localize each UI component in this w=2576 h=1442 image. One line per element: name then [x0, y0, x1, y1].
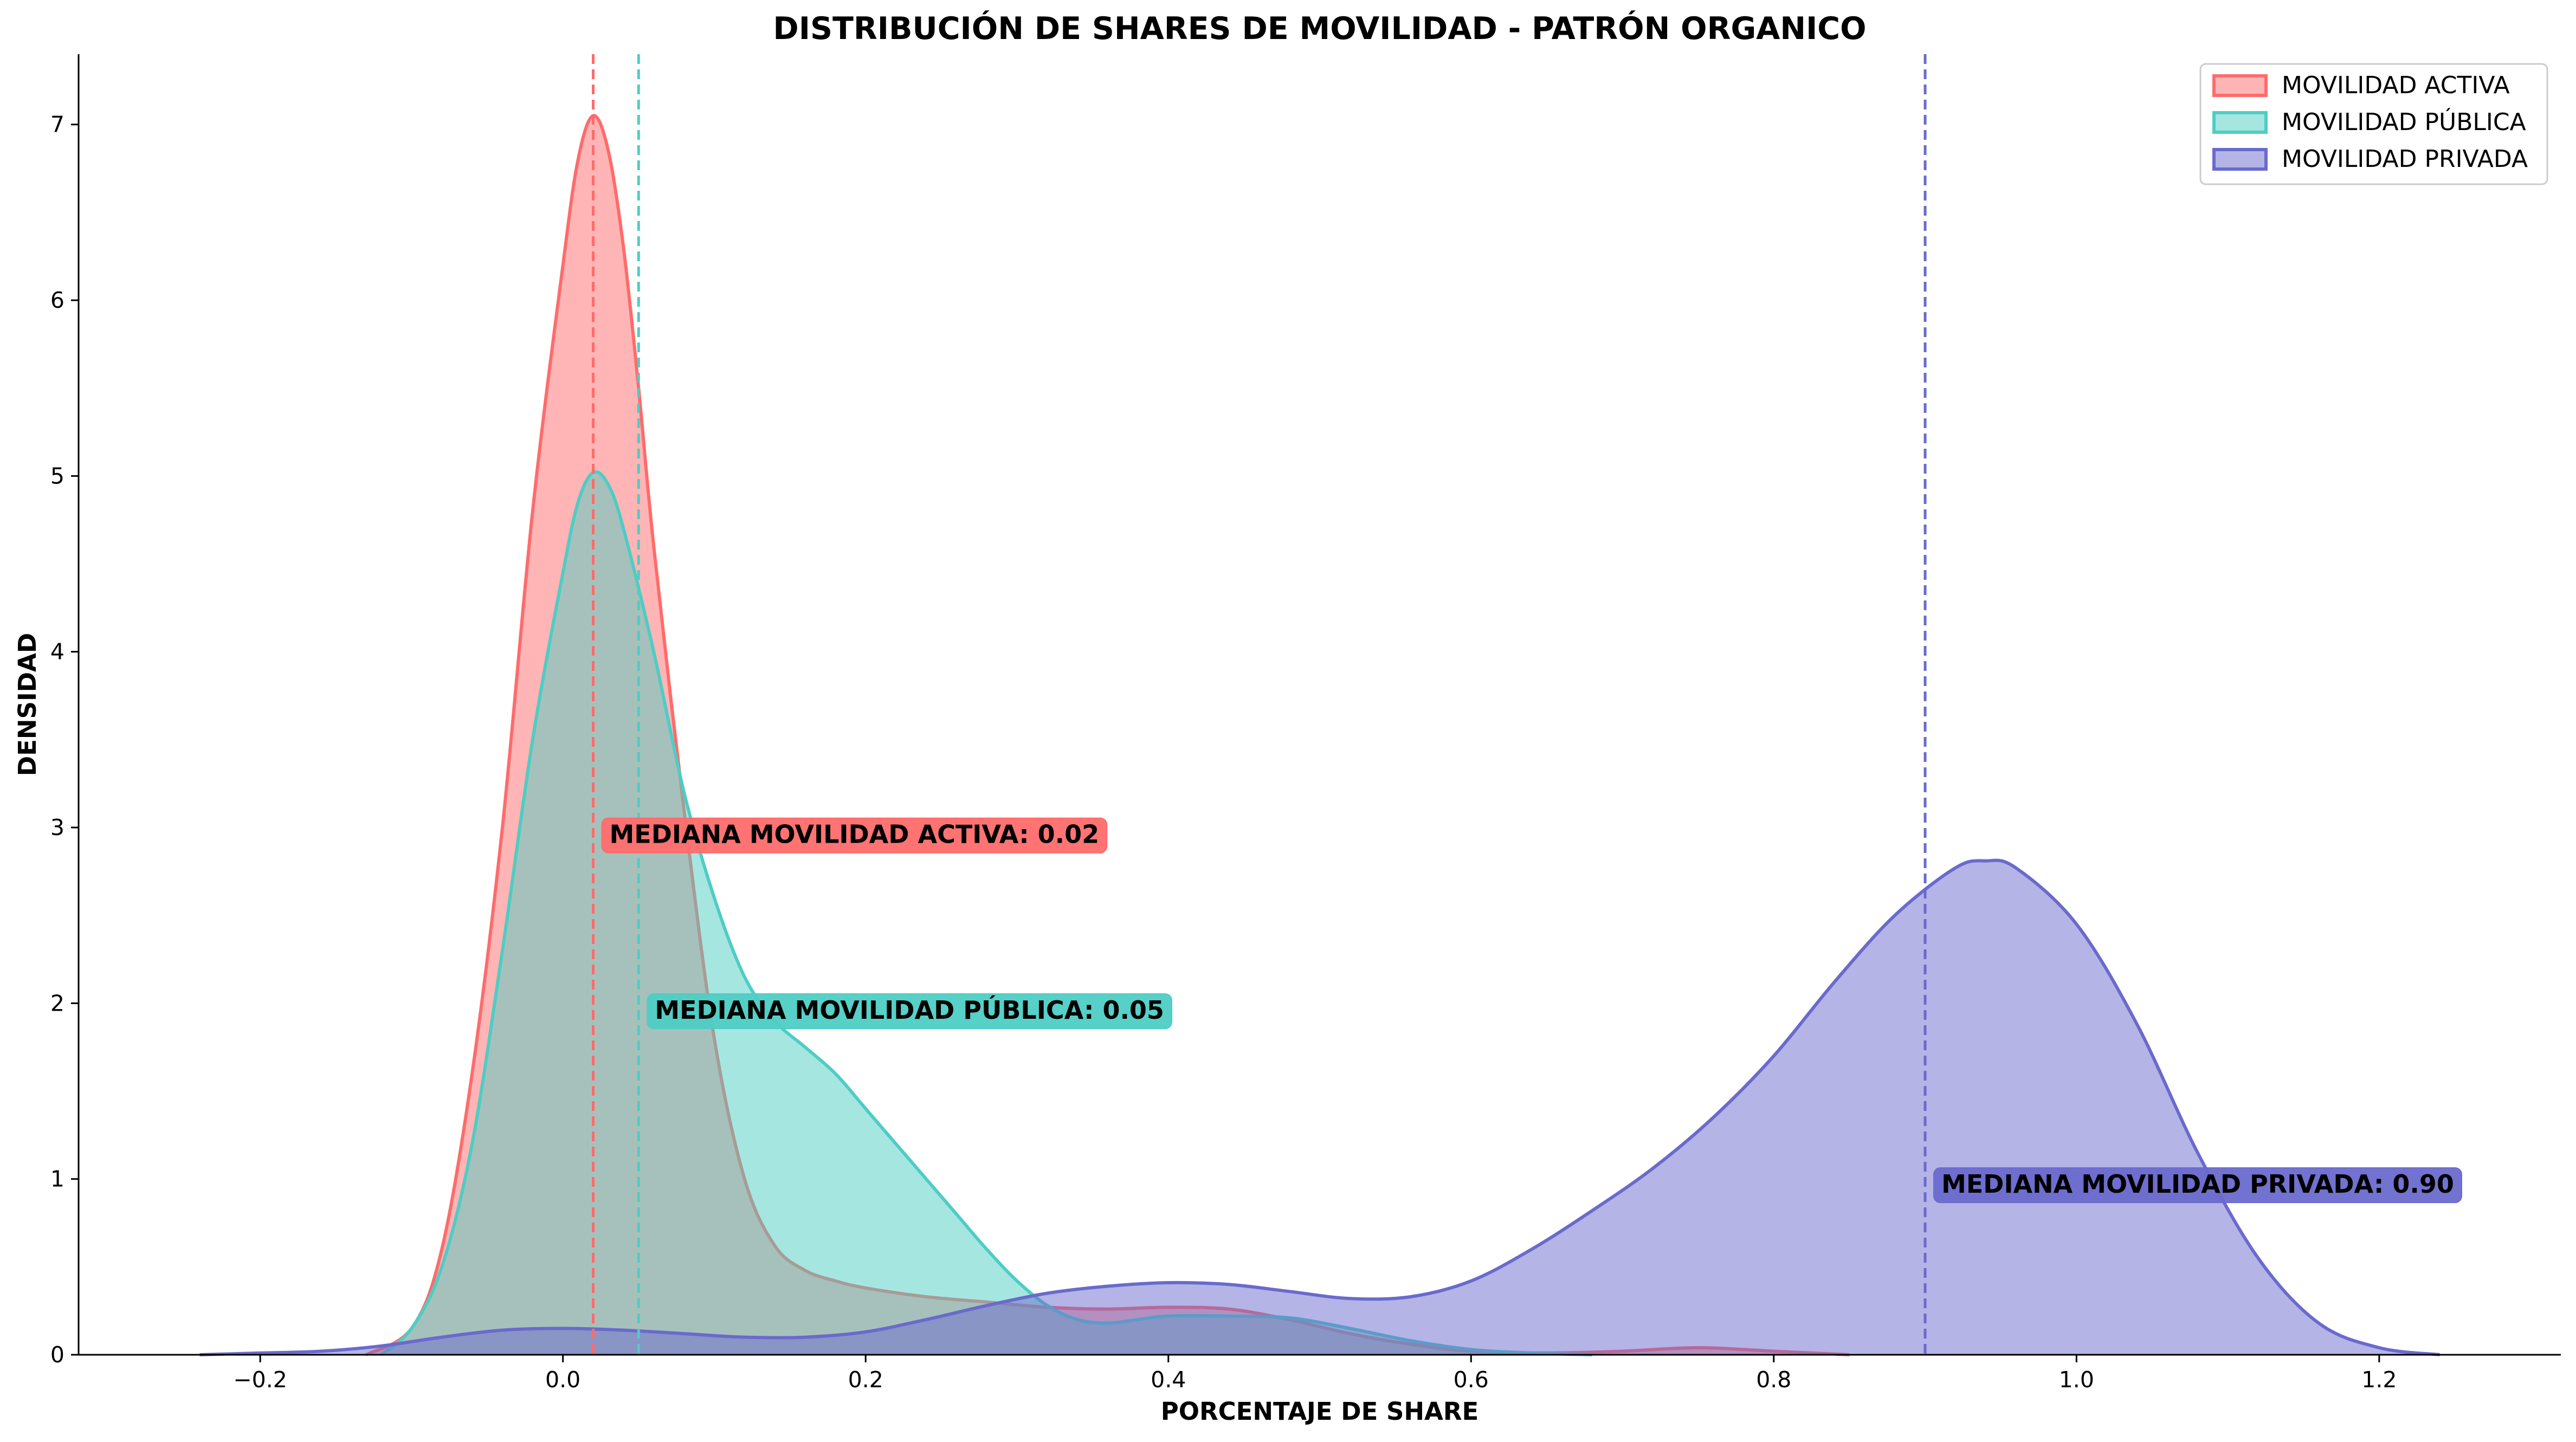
legend-label: MOVILIDAD PRIVADA [2282, 145, 2528, 173]
legend-item-movilidad-privada: MOVILIDAD PRIVADA [2212, 145, 2528, 173]
density-line-movilidad-privada [199, 858, 2440, 1356]
y-tick-label: 7 [50, 112, 64, 138]
x-tick-label: 0.2 [848, 1367, 883, 1393]
y-axis: 0 1 2 3 4 5 6 7 [50, 54, 80, 1368]
x-tick-label: 1.2 [2361, 1367, 2397, 1393]
x-tick-label: 0.0 [545, 1367, 580, 1393]
series-layer [199, 114, 2440, 1356]
legend-swatch [2212, 148, 2268, 171]
density-area-movilidad-publica [381, 471, 1592, 1355]
y-ticks: 0 1 2 3 4 5 6 7 [50, 112, 79, 1368]
median-annotation-movilidad-privada: MEDIANA MOVILIDAD PRIVADA: 0.90 [1933, 1167, 2462, 1204]
y-tick-label: 0 [50, 1342, 64, 1368]
median-lines [592, 54, 1927, 1355]
annotation-box [601, 817, 1108, 853]
legend-label: MOVILIDAD PÚBLICA [2282, 107, 2526, 136]
legend: MOVILIDAD ACTIVA MOVILIDAD PÚBLICA MOVILID… [2199, 63, 2548, 185]
plot-area: MEDIANA MOVILIDAD ACTIVA: 0.02 MEDIANA MO… [199, 54, 2462, 1356]
annotation-text: MEDIANA MOVILIDAD ACTIVA: 0.02 [610, 820, 1100, 849]
y-tick-label: 1 [50, 1166, 64, 1192]
annotation-box [647, 993, 1172, 1030]
x-tick-label: −0.2 [233, 1367, 287, 1393]
y-axis-label: DENSIDAD [13, 633, 42, 776]
x-tick-label: 0.8 [1756, 1367, 1791, 1393]
y-tick-label: 4 [50, 639, 64, 665]
legend-item-movilidad-activa: MOVILIDAD ACTIVA [2212, 72, 2510, 99]
x-tick-label: 0.4 [1151, 1367, 1186, 1393]
legend-swatch [2212, 74, 2268, 97]
y-tick-label: 3 [50, 814, 64, 840]
annotation-text: MEDIANA MOVILIDAD PÚBLICA: 0.05 [655, 995, 1164, 1025]
annotation-text: MEDIANA MOVILIDAD PRIVADA: 0.90 [1941, 1169, 2454, 1199]
median-annotations: MEDIANA MOVILIDAD ACTIVA: 0.02 MEDIANA MO… [601, 817, 2462, 1204]
chart-title: DISTRIBUCIÓN DE SHARES DE MOVILIDAD - PA… [773, 10, 1866, 47]
legend-items: MOVILIDAD ACTIVA MOVILIDAD PÚBLICA MOVILID… [2212, 72, 2528, 173]
x-tick-label: 0.6 [1454, 1367, 1489, 1393]
x-axis-label: PORCENTAJE DE SHARE [1161, 1397, 1479, 1426]
y-tick-label: 2 [50, 990, 64, 1016]
median-annotation-movilidad-activa: MEDIANA MOVILIDAD ACTIVA: 0.02 [601, 817, 1108, 853]
x-axis: −0.2 0.0 0.2 0.4 0.6 0.8 1.0 1.2 [79, 1354, 2561, 1393]
median-annotation-movilidad-publica: MEDIANA MOVILIDAD PÚBLICA: 0.05 [647, 993, 1172, 1030]
density-area-movilidad-privada [199, 860, 2440, 1355]
legend-label: MOVILIDAD ACTIVA [2282, 72, 2510, 99]
annotation-box [1933, 1167, 2462, 1204]
legend-swatch [2212, 111, 2268, 134]
x-tick-label: 1.0 [2059, 1367, 2094, 1393]
x-ticks: −0.2 0.0 0.2 0.4 0.6 0.8 1.0 1.2 [233, 1355, 2397, 1393]
legend-frame [2199, 63, 2548, 185]
y-tick-label: 6 [50, 287, 64, 313]
legend-item-movilidad-publica: MOVILIDAD PÚBLICA [2212, 107, 2526, 136]
y-tick-label: 5 [50, 463, 64, 489]
